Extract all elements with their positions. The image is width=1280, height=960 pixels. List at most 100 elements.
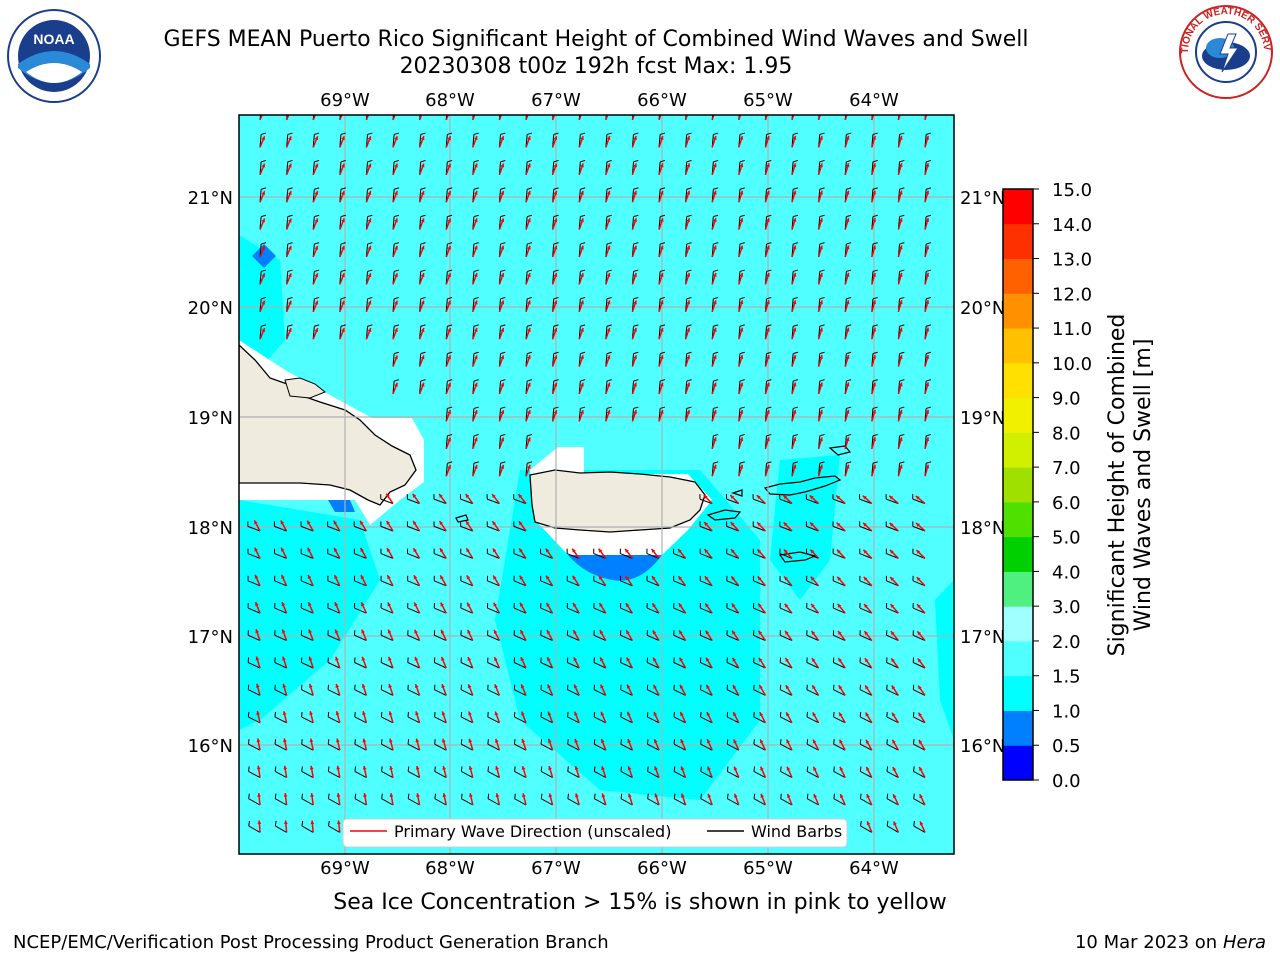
wind-barb — [460, 689, 474, 696]
wave-arrow-head — [837, 603, 842, 608]
wave-arrow-head — [686, 135, 691, 140]
wind-barb-flag — [500, 187, 506, 190]
wave-arrow-head — [468, 738, 473, 743]
wind-barb-flag — [846, 296, 852, 300]
wave-arrow-head — [314, 191, 319, 196]
wind-barb — [433, 553, 447, 559]
wave-arrow-head — [314, 218, 319, 223]
wave-arrow-head — [310, 820, 315, 825]
wind-barb-flag — [686, 269, 692, 272]
wave-arrow-head — [388, 711, 393, 716]
wave-arrow-head — [606, 136, 611, 140]
wind-barb-flag — [274, 766, 277, 772]
wave-arrow-head — [836, 495, 841, 500]
colorbar-segment — [1003, 675, 1033, 711]
wave-arrow-head — [394, 109, 398, 113]
lon-label-bottom: 67°W — [531, 858, 581, 879]
wave-arrow-head — [447, 300, 451, 305]
wind-barb-flag — [739, 406, 745, 409]
wave-arrow-head — [678, 603, 683, 608]
wave-arrow-head — [500, 410, 505, 415]
wind-barb — [700, 798, 713, 806]
wind-barb-flag — [606, 379, 612, 382]
wave-arrow-head — [627, 766, 632, 771]
wind-barb-flag — [447, 433, 453, 437]
wind-barb — [753, 525, 766, 532]
wind-barb-flag — [819, 214, 825, 218]
wave-arrow-head — [633, 355, 637, 360]
wave-arrow-head — [918, 685, 922, 690]
wind-barb-flag — [713, 132, 719, 135]
wind-barb — [646, 553, 660, 559]
wind-barb-flag — [925, 159, 932, 163]
wind-barb-flag — [659, 187, 666, 190]
wind-barb — [886, 825, 899, 833]
wind-barb-flag — [886, 793, 889, 799]
wave-arrow-head — [819, 218, 823, 223]
wave-arrow-head — [256, 765, 261, 770]
wave-arrow-head — [493, 629, 498, 634]
wave-arrow-head — [864, 631, 869, 636]
wind-barb — [380, 580, 394, 587]
wave-arrow-head — [495, 766, 499, 770]
wave-arrow-head — [574, 766, 579, 771]
wind-barb — [647, 770, 660, 779]
wave-arrow-head — [387, 629, 392, 634]
wind-barb-flag — [766, 461, 772, 464]
wind-barb-flag — [846, 351, 852, 355]
wave-arrow-head — [651, 576, 656, 581]
wind-barb-flag — [819, 461, 825, 464]
wind-barb — [460, 553, 473, 559]
wind-barb — [886, 662, 899, 669]
wind-barb-flag — [925, 433, 932, 437]
wind-barb-flag — [700, 766, 702, 772]
wind-barb-flag — [739, 296, 745, 300]
wave-arrow-head — [527, 218, 531, 223]
wave-arrow-head — [527, 437, 531, 442]
wave-arrow-head — [628, 793, 632, 798]
wave-arrow-head — [925, 437, 930, 442]
wind-barb-flag — [659, 296, 666, 300]
wave-arrow-head — [739, 272, 744, 277]
wave-arrow-head — [625, 575, 630, 580]
wave-arrow-head — [473, 327, 478, 332]
wind-barb — [913, 743, 926, 751]
wave-arrow — [871, 115, 875, 121]
wind-barb-flag — [925, 187, 932, 190]
wind-barb-flag — [925, 324, 932, 327]
wind-barb — [487, 716, 500, 724]
lon-label-top: 64°W — [849, 90, 899, 111]
wind-barb-flag — [420, 242, 426, 245]
wave-arrow-head — [447, 218, 451, 223]
wind-barb — [806, 525, 819, 532]
wave-arrow-head — [705, 603, 709, 608]
wind-barb-flag — [367, 269, 373, 272]
wind-barb-flag — [633, 296, 639, 300]
wind-barb-flag — [407, 793, 410, 799]
anegada-island — [828, 445, 852, 456]
wind-barb — [859, 580, 872, 587]
wave-arrow-head — [521, 711, 525, 716]
wave-arrow-head — [336, 793, 341, 797]
wind-barb-flag — [340, 214, 346, 218]
wind-barb — [487, 634, 500, 642]
wind-barb — [274, 553, 287, 559]
wind-barb-flag — [899, 159, 905, 163]
wave-arrow-head — [633, 218, 637, 223]
wave-arrow-head — [712, 218, 717, 223]
wind-barb — [832, 525, 846, 532]
wind-barb-flag — [287, 187, 293, 190]
wave-arrow-head — [315, 109, 319, 113]
wave-arrow-head — [819, 135, 823, 140]
wave-arrow-head — [261, 191, 266, 196]
wind-barb — [753, 689, 766, 696]
wave-arrow-head — [261, 328, 266, 333]
wind-barb-flag — [713, 269, 719, 272]
wind-barb — [300, 553, 314, 559]
wind-barb-flag — [846, 242, 852, 245]
wind-barb — [673, 662, 686, 669]
wind-barb — [886, 743, 899, 751]
wave-arrow-head — [553, 136, 558, 141]
wave-arrow-head — [467, 629, 471, 634]
wind-barb — [620, 798, 633, 806]
